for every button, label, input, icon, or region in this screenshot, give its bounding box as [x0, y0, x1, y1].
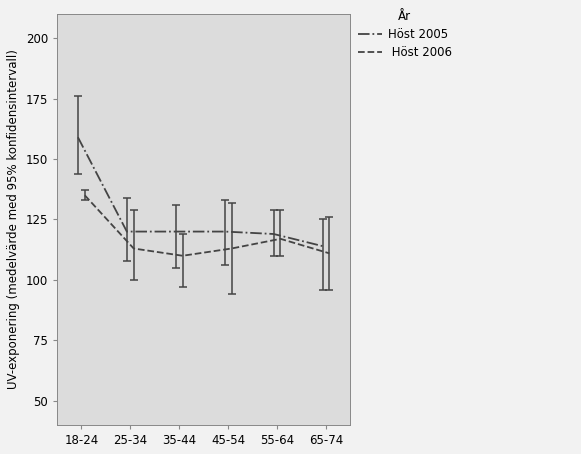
Legend: Höst 2005,  Höst 2006: Höst 2005, Höst 2006	[353, 6, 456, 64]
Y-axis label: UV-exponering (medelvärde med 95% konfidensintervall): UV-exponering (medelvärde med 95% konfid…	[7, 49, 20, 390]
